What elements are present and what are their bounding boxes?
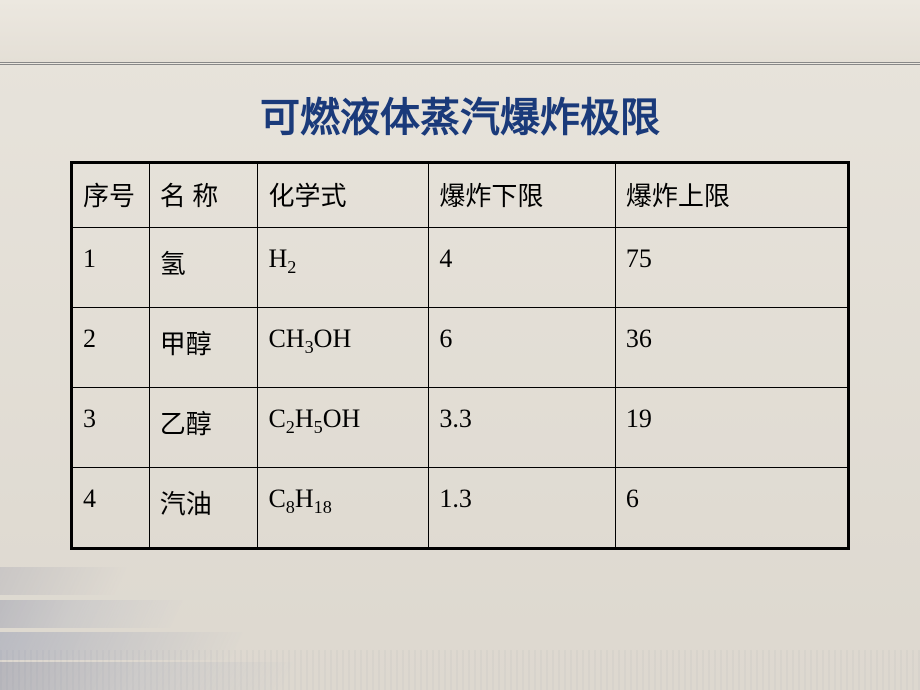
cell-upper: 6 [615,468,848,549]
cell-name: 甲醇 [149,308,258,388]
table-row: 1氢H2475 [72,228,849,308]
table-header-row: 序号 名 称 化学式 爆炸下限 爆炸上限 [72,163,849,228]
cell-name: 氢 [149,228,258,308]
header-divider [0,0,920,65]
col-header-seq: 序号 [72,163,150,228]
table-row: 4汽油C8H181.36 [72,468,849,549]
cell-seq: 1 [72,228,150,308]
cell-lower: 1.3 [429,468,615,549]
col-header-lower: 爆炸下限 [429,163,615,228]
cell-seq: 3 [72,388,150,468]
table-container: 序号 名 称 化学式 爆炸下限 爆炸上限 1氢H24752甲醇CH3OH6363… [70,161,850,550]
explosion-limits-table: 序号 名 称 化学式 爆炸下限 爆炸上限 1氢H24752甲醇CH3OH6363… [70,161,850,550]
cell-lower: 4 [429,228,615,308]
cell-formula: C2H5OH [258,388,429,468]
page-title: 可燃液体蒸汽爆炸极限 [0,85,920,143]
cell-formula: CH3OH [258,308,429,388]
cell-upper: 36 [615,308,848,388]
cell-seq: 4 [72,468,150,549]
cell-formula: H2 [258,228,429,308]
footer-pattern [0,650,920,690]
table-row: 2甲醇CH3OH636 [72,308,849,388]
cell-formula: C8H18 [258,468,429,549]
col-header-formula: 化学式 [258,163,429,228]
cell-name: 乙醇 [149,388,258,468]
cell-lower: 6 [429,308,615,388]
table-body: 1氢H24752甲醇CH3OH6363乙醇C2H5OH3.3194汽油C8H18… [72,228,849,549]
cell-name: 汽油 [149,468,258,549]
cell-upper: 75 [615,228,848,308]
cell-lower: 3.3 [429,388,615,468]
table-row: 3乙醇C2H5OH3.319 [72,388,849,468]
col-header-upper: 爆炸上限 [615,163,848,228]
cell-upper: 19 [615,388,848,468]
col-header-name: 名 称 [149,163,258,228]
cell-seq: 2 [72,308,150,388]
